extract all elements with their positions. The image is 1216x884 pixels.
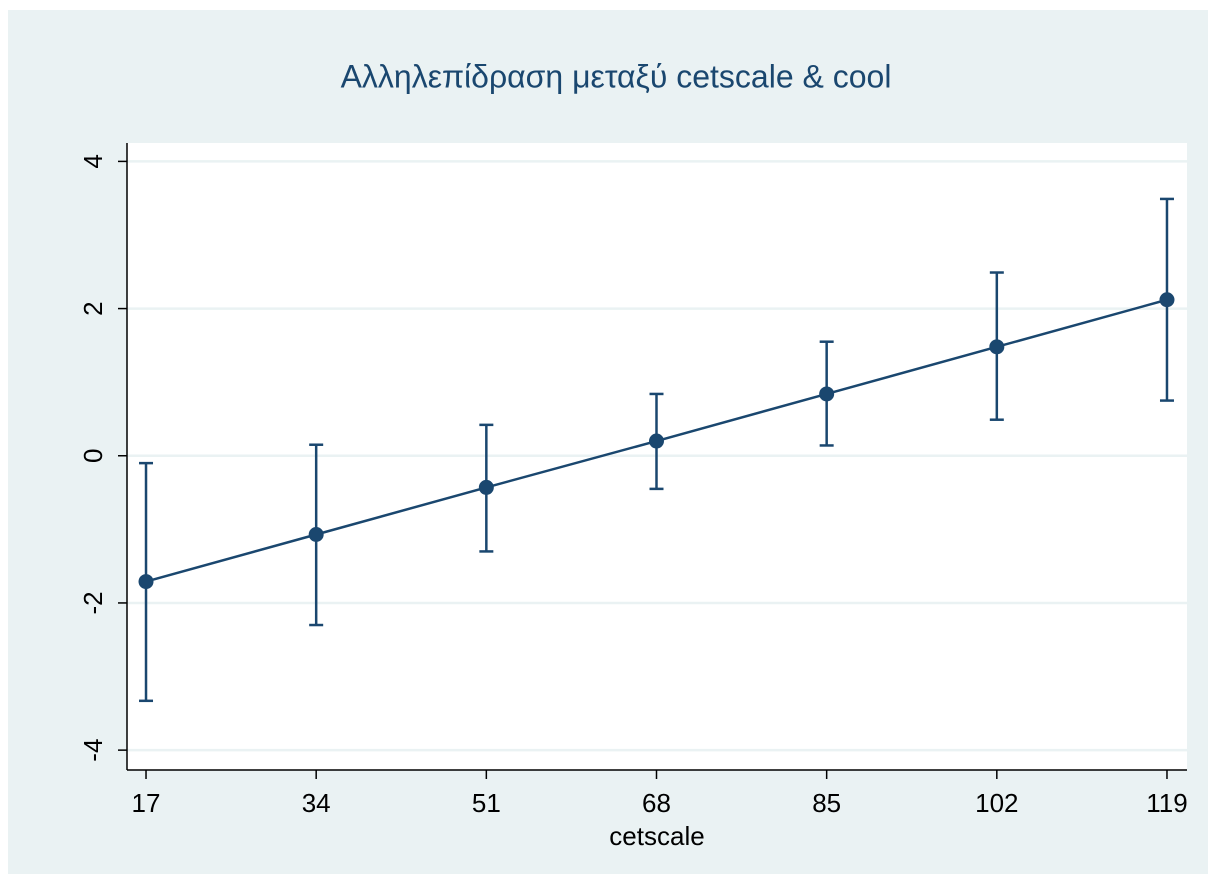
x-axis-label: cetscale xyxy=(609,821,704,851)
point xyxy=(478,479,494,495)
x-tick-label: 119 xyxy=(1146,788,1187,818)
point xyxy=(819,386,835,402)
x-tick-label: 51 xyxy=(472,788,501,818)
point xyxy=(989,339,1005,355)
y-tick-label: 0 xyxy=(78,449,108,463)
x-tick-label: 68 xyxy=(642,788,671,818)
point xyxy=(648,433,664,449)
point xyxy=(138,574,154,590)
x-tick-label: 85 xyxy=(812,788,841,818)
x-tick-label: 17 xyxy=(132,788,161,818)
y-tick-label: -2 xyxy=(78,591,108,614)
chart-title: Αλληλεπίδραση μεταξύ cetscale & cool xyxy=(341,58,892,94)
point xyxy=(308,527,324,543)
y-tick-label: -4 xyxy=(78,739,108,762)
x-tick-label: 34 xyxy=(302,788,331,818)
point xyxy=(1159,292,1175,308)
x-tick-label: 102 xyxy=(975,788,1018,818)
y-tick-label: 4 xyxy=(78,154,108,168)
y-tick-label: 2 xyxy=(78,301,108,315)
